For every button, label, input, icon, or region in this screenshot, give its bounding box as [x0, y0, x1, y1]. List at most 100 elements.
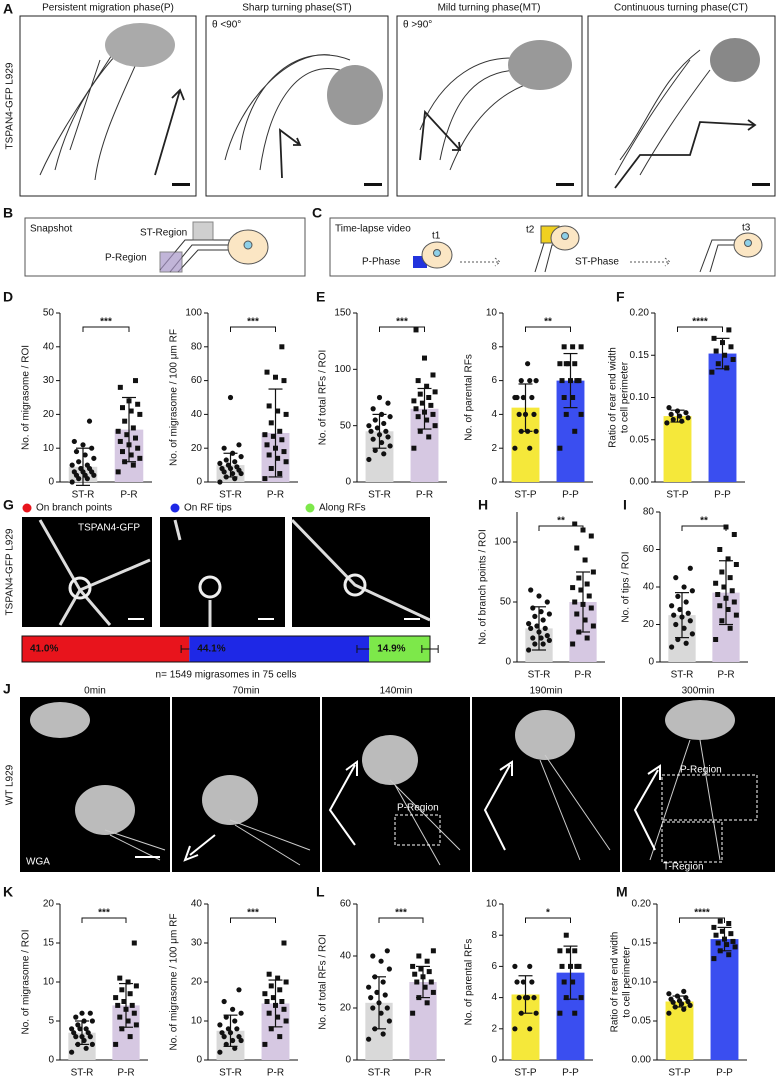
data-point — [115, 469, 121, 475]
schematic-nucleus — [744, 239, 752, 247]
time-label: 0min — [84, 686, 106, 697]
data-point — [117, 438, 123, 444]
data-point — [219, 465, 225, 472]
decorations — [19, 15, 776, 872]
data-point — [418, 966, 424, 972]
time-label: t3 — [742, 223, 751, 234]
image-title: Continuous turning phase(CT) — [614, 3, 748, 14]
data-point — [584, 635, 590, 641]
data-point — [283, 459, 289, 465]
panel-label: E — [316, 289, 325, 305]
x-tick-label: ST-P — [514, 1068, 537, 1079]
y-tick-label: 6 — [491, 961, 497, 972]
data-point — [411, 445, 417, 451]
stain-label: WGA — [26, 857, 50, 868]
data-point — [520, 979, 526, 985]
y-tick-label: 20 — [191, 443, 203, 454]
data-point — [590, 623, 596, 629]
data-point — [531, 995, 537, 1001]
significance: *** — [100, 317, 112, 328]
bar — [663, 416, 692, 482]
data-point — [217, 460, 223, 467]
schematic-rf — [699, 239, 737, 273]
data-point — [412, 971, 418, 977]
data-point — [221, 1034, 227, 1040]
data-point — [561, 344, 567, 350]
data-point — [236, 442, 242, 448]
data-point — [416, 953, 422, 959]
data-point — [128, 452, 134, 458]
y-tick-label: 10 — [486, 899, 498, 910]
data-point — [432, 389, 438, 395]
data-point — [689, 631, 695, 637]
data-point — [729, 588, 735, 594]
data-point — [673, 621, 679, 628]
data-point — [546, 637, 552, 644]
data-point — [264, 999, 270, 1004]
data-point — [372, 447, 378, 454]
y-tick-label: 80 — [191, 341, 203, 352]
data-point — [730, 938, 736, 944]
micrograph — [160, 517, 285, 627]
legend-label: On RF tips — [184, 503, 232, 514]
data-point — [563, 411, 569, 417]
data-point — [525, 361, 531, 367]
data-point — [383, 428, 389, 434]
y-tick-label: 0 — [48, 477, 54, 488]
data-point — [426, 395, 432, 400]
data-point — [366, 1036, 372, 1042]
data-point — [572, 521, 578, 527]
scale-bars — [128, 618, 420, 620]
data-point — [223, 1041, 229, 1047]
data-point — [268, 983, 274, 989]
data-point — [119, 405, 125, 411]
y-axis-label: No. of tips / ROI — [621, 551, 632, 622]
data-point — [666, 991, 672, 997]
y-axis-label: to cell perimeter — [620, 361, 631, 433]
data-point — [428, 979, 434, 985]
y-tick-label: 50 — [340, 420, 352, 431]
data-point — [419, 400, 425, 406]
data-point — [533, 428, 539, 434]
st-region-box — [192, 221, 214, 241]
data-point — [733, 612, 739, 618]
y-tick-label: 2 — [491, 443, 497, 454]
data-point — [69, 479, 75, 485]
y-tick-label: 10 — [43, 443, 55, 454]
data-point — [526, 647, 532, 653]
region-label: P-Region — [397, 803, 439, 814]
data-point — [275, 408, 281, 414]
data-point — [217, 479, 223, 485]
significance: ** — [700, 516, 708, 527]
data-point — [715, 940, 721, 946]
significance: *** — [98, 908, 110, 919]
data-point — [380, 979, 386, 985]
data-point — [512, 394, 518, 401]
data-point — [262, 1041, 268, 1047]
y-axis-label: No. of migrasome / ROI — [21, 345, 32, 450]
significance: *** — [247, 317, 259, 328]
data-point — [588, 605, 594, 611]
data-point — [75, 1022, 81, 1028]
data-point — [268, 1026, 274, 1032]
data-point — [685, 998, 691, 1005]
x-tick-label: P-R — [574, 670, 591, 681]
data-point — [366, 984, 372, 990]
data-point — [380, 1031, 386, 1037]
y-tick-label: 40 — [191, 899, 203, 910]
data-point — [529, 394, 535, 401]
data-point — [717, 918, 723, 924]
significance-bracket — [679, 917, 725, 923]
data-point — [687, 565, 693, 571]
data-point — [544, 633, 550, 639]
data-point — [80, 442, 86, 448]
data-point — [588, 533, 594, 539]
data-point — [135, 401, 141, 407]
data-point — [687, 1002, 693, 1009]
data-point — [277, 471, 283, 477]
data-point — [677, 606, 683, 613]
data-point — [283, 979, 289, 985]
x-tick-label: P-R — [717, 670, 734, 681]
data-point — [119, 1026, 125, 1032]
data-point — [89, 445, 95, 451]
